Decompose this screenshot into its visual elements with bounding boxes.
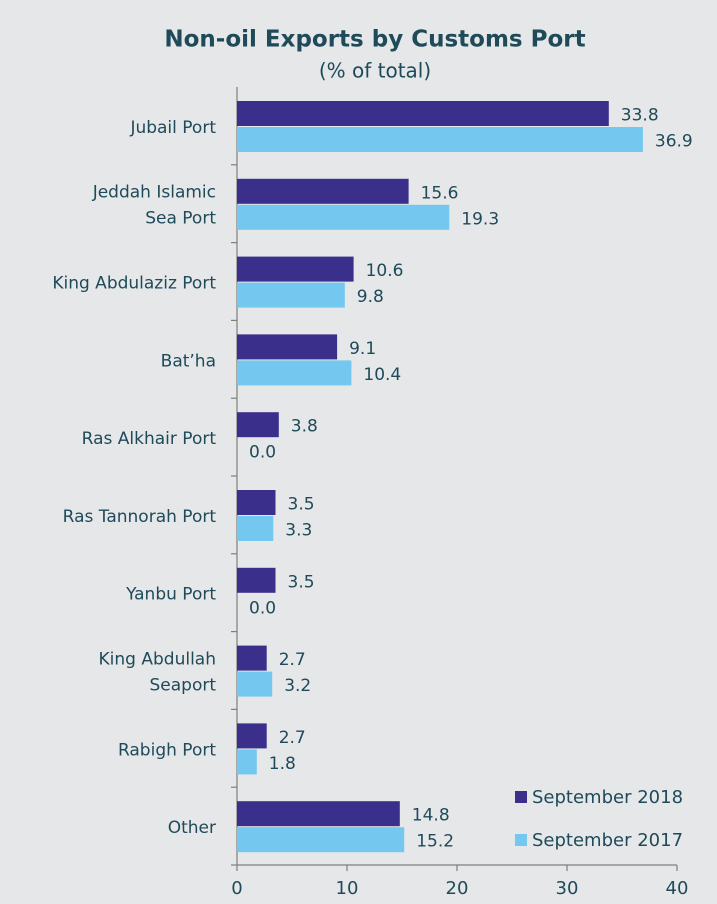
y-tick-label: Yanbu Port <box>125 585 216 605</box>
legend-swatch <box>515 834 527 846</box>
value-label: 3.5 <box>288 572 315 592</box>
bar <box>237 567 276 593</box>
legend-label: September 2018 <box>532 787 683 808</box>
bar <box>237 490 276 515</box>
x-tick-label: 40 <box>666 878 689 899</box>
legend-swatch <box>515 791 527 803</box>
bar <box>237 671 273 697</box>
y-tick-label: King Abdulaziz Port <box>52 274 216 294</box>
chart-subtitle: (% of total) <box>319 59 431 83</box>
value-label: 9.1 <box>349 339 376 359</box>
value-label: 3.8 <box>291 417 318 437</box>
value-label: 19.3 <box>461 209 499 229</box>
x-tick-label: 10 <box>336 878 359 899</box>
y-tick-label: King Abdullah Seaport <box>99 650 217 696</box>
value-label: 15.2 <box>416 832 454 852</box>
value-label: 36.9 <box>655 132 693 152</box>
value-label: 33.8 <box>621 106 659 126</box>
value-label: 3.5 <box>288 495 315 515</box>
value-label: 3.2 <box>284 676 311 696</box>
value-label: 14.8 <box>412 806 450 826</box>
value-label: 1.8 <box>269 754 296 774</box>
bar <box>237 827 405 853</box>
x-tick-label: 20 <box>446 878 469 899</box>
y-tick-label: Other <box>168 818 216 838</box>
value-label: 9.8 <box>357 287 384 307</box>
bar <box>237 334 338 360</box>
value-label: 2.7 <box>279 650 306 670</box>
value-label: 15.6 <box>421 183 459 203</box>
bar <box>237 101 609 126</box>
bar <box>237 516 274 541</box>
bar <box>237 282 345 308</box>
value-label: 0.0 <box>249 598 276 618</box>
bar <box>237 801 400 827</box>
x-tick-label: 30 <box>556 878 579 899</box>
y-tick-label: Jeddah Islamic Sea Port <box>92 183 217 229</box>
y-tick-label: Rabigh Port <box>118 740 216 760</box>
value-label: 10.4 <box>363 365 401 385</box>
bar <box>237 127 643 152</box>
value-label: 10.6 <box>366 261 404 281</box>
y-tick-label: Jubail Port <box>129 118 216 138</box>
legend-label: September 2017 <box>532 830 683 851</box>
bar <box>237 412 279 438</box>
value-label: 0.0 <box>249 443 276 463</box>
y-tick-label: Ras Alkhair Port <box>82 429 217 449</box>
bar <box>237 749 257 775</box>
bar <box>237 645 267 671</box>
x-tick-label: 0 <box>231 878 242 899</box>
bar <box>237 723 267 749</box>
bar <box>237 204 450 230</box>
bar <box>237 178 409 204</box>
y-tick-label: Bat’ha <box>161 351 216 371</box>
bar <box>237 256 354 282</box>
value-label: 2.7 <box>279 728 306 748</box>
chart-title: Non-oil Exports by Customs Port <box>164 27 585 53</box>
bar <box>237 360 352 386</box>
value-label: 3.3 <box>285 521 312 541</box>
y-tick-label: Ras Tannorah Port <box>63 507 217 527</box>
